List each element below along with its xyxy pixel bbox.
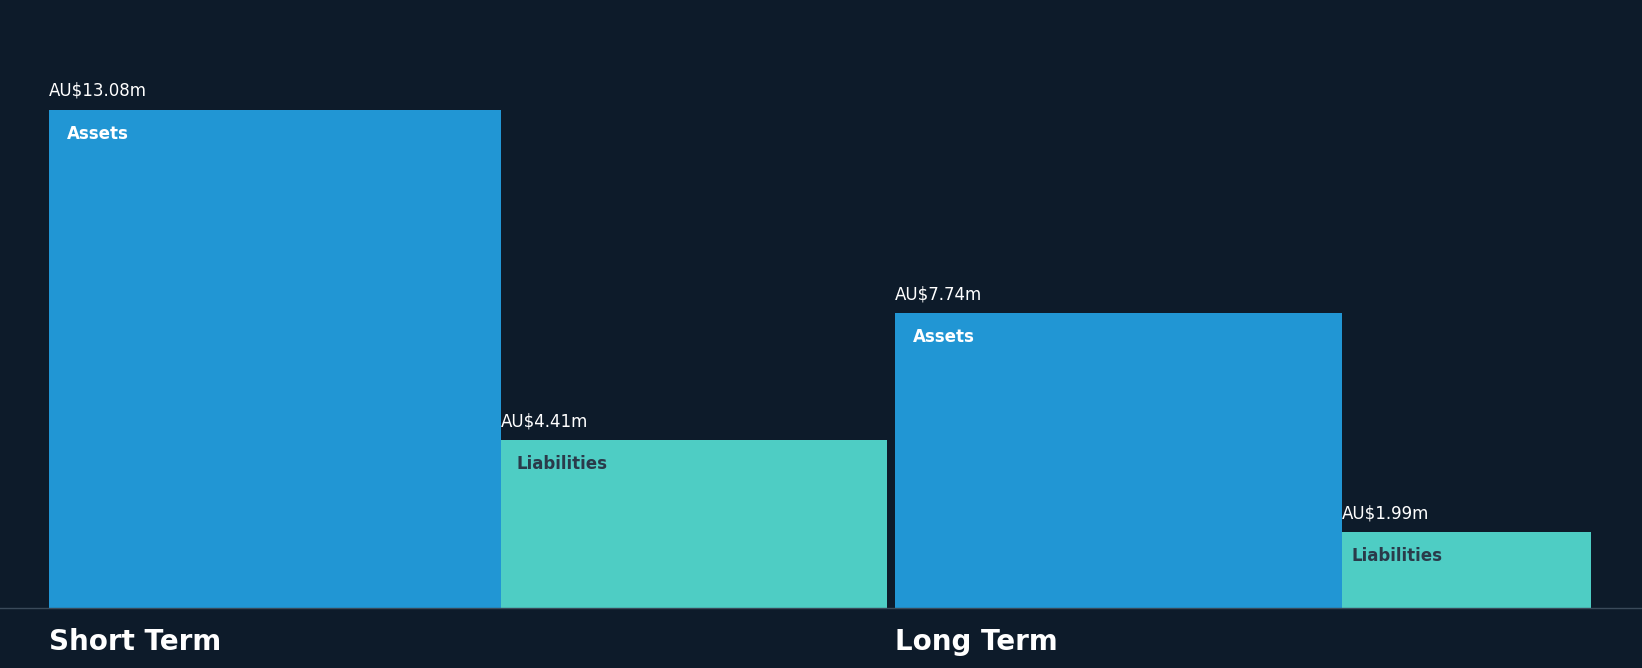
Bar [1342, 532, 1591, 608]
Bar [501, 440, 887, 608]
Text: AU$1.99m: AU$1.99m [1342, 504, 1429, 522]
Text: Assets: Assets [913, 328, 975, 346]
Text: Short Term: Short Term [49, 628, 222, 656]
Text: AU$7.74m: AU$7.74m [895, 285, 982, 303]
Bar [895, 313, 1342, 608]
Text: AU$13.08m: AU$13.08m [49, 81, 148, 100]
Text: Assets: Assets [67, 125, 130, 143]
Text: AU$4.41m: AU$4.41m [501, 412, 588, 430]
Bar [49, 110, 501, 608]
Text: Long Term: Long Term [895, 628, 1057, 656]
Text: Liabilities: Liabilities [1351, 547, 1443, 565]
Text: Liabilities: Liabilities [516, 455, 608, 473]
